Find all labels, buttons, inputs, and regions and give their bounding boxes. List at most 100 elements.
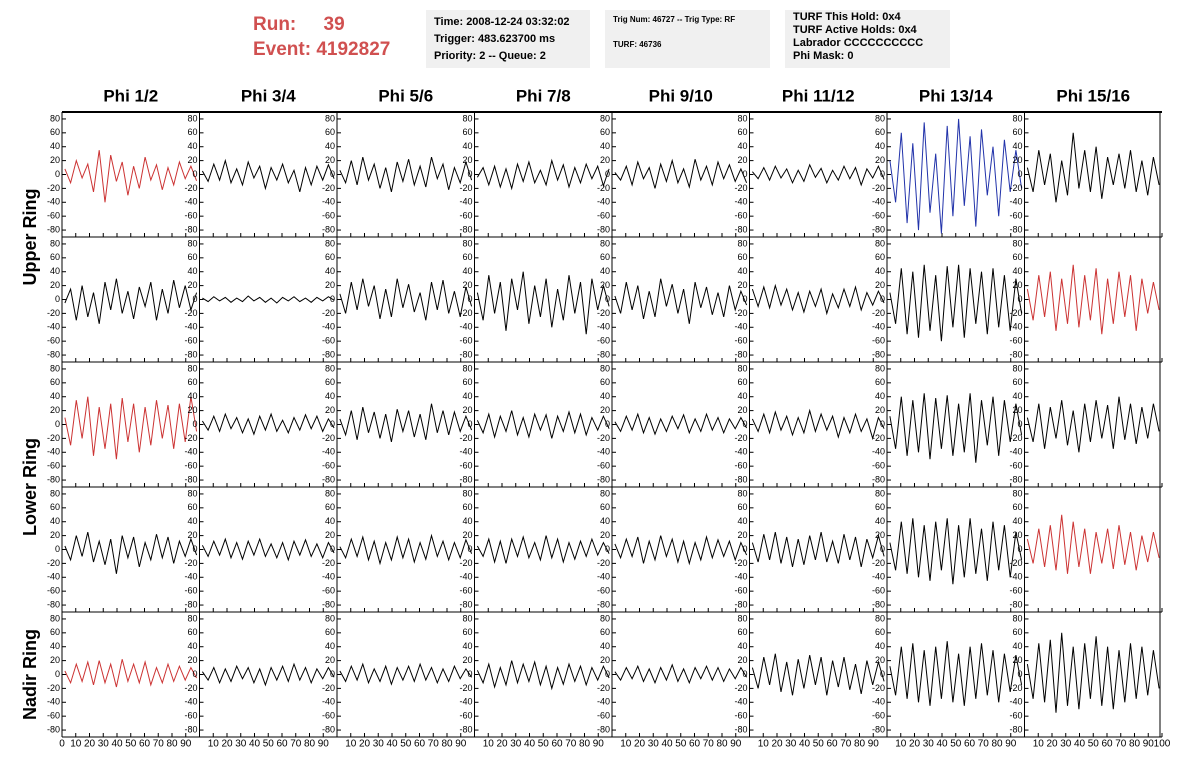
- x-tick-label: 20: [634, 739, 646, 750]
- y-tick-label: 0: [192, 169, 197, 179]
- y-tick-label: -80: [184, 349, 197, 359]
- y-tick-label: 0: [880, 169, 885, 179]
- y-tick-label: -40: [872, 322, 885, 332]
- y-tick-label: 20: [737, 655, 747, 665]
- y-tick-label: -60: [597, 586, 610, 596]
- y-tick-label: 0: [605, 544, 610, 554]
- y-tick-label: 40: [462, 516, 472, 526]
- y-tick-label: 20: [187, 405, 197, 415]
- y-tick-label: -20: [734, 558, 747, 568]
- y-tick-label: 60: [1012, 127, 1022, 137]
- y-tick-label: 60: [462, 377, 472, 387]
- x-tick-label: 50: [400, 739, 412, 750]
- column-title: Phi 9/10: [649, 86, 713, 105]
- y-tick-label: -60: [597, 211, 610, 221]
- y-tick-label: -40: [459, 322, 472, 332]
- y-tick-label: -20: [184, 183, 197, 193]
- x-tick-label: 70: [565, 739, 577, 750]
- y-tick-label: -80: [734, 224, 747, 234]
- y-tick-label: -60: [184, 336, 197, 346]
- y-tick-label: -80: [734, 724, 747, 734]
- waveform: [889, 118, 1023, 234]
- y-tick-label: -80: [47, 599, 60, 609]
- y-tick-label: -60: [597, 711, 610, 721]
- y-tick-label: -80: [322, 349, 335, 359]
- y-tick-label: -60: [184, 461, 197, 471]
- y-tick-label: -20: [322, 683, 335, 693]
- x-tick-label: 30: [373, 739, 385, 750]
- y-tick-label: 20: [187, 530, 197, 540]
- y-tick-label: 40: [50, 641, 60, 651]
- x-tick-label: 20: [221, 739, 233, 750]
- y-tick-label: 0: [55, 169, 60, 179]
- y-tick-label: 40: [600, 391, 610, 401]
- x-tick-label: 80: [441, 739, 453, 750]
- waveform: [202, 295, 335, 304]
- x-tick-label: 50: [813, 739, 825, 750]
- y-tick-label: 0: [605, 169, 610, 179]
- y-tick-label: -80: [1009, 599, 1022, 609]
- waveform: [201, 412, 335, 436]
- y-tick-label: 20: [875, 405, 885, 415]
- y-tick-label: -40: [184, 322, 197, 332]
- y-tick-label: 0: [1017, 419, 1022, 429]
- y-tick-label: -80: [322, 599, 335, 609]
- y-tick-label: 20: [737, 155, 747, 165]
- y-tick-label: -60: [47, 336, 60, 346]
- y-tick-label: 60: [875, 252, 885, 262]
- x-tick-label: 30: [235, 739, 247, 750]
- waveform: [201, 662, 335, 687]
- y-tick-label: -40: [184, 697, 197, 707]
- run-label-text: Run:: [253, 14, 297, 35]
- y-tick-label: -20: [47, 308, 60, 318]
- y-tick-label: 0: [330, 294, 335, 304]
- y-tick-label: 40: [875, 141, 885, 151]
- x-tick-label: 80: [166, 739, 178, 750]
- y-tick-label: 40: [1012, 641, 1022, 651]
- y-tick-label: 20: [737, 280, 747, 290]
- x-tick-label: 90: [593, 739, 605, 750]
- y-tick-label: -80: [872, 599, 885, 609]
- y-tick-label: 60: [737, 252, 747, 262]
- y-tick-label: 20: [187, 655, 197, 665]
- y-tick-label: 80: [50, 113, 60, 123]
- waveform: [64, 278, 198, 324]
- y-tick-label: -80: [459, 474, 472, 484]
- y-tick-label: 40: [1012, 391, 1022, 401]
- y-tick-label: -20: [459, 683, 472, 693]
- y-tick-label: -60: [734, 336, 747, 346]
- y-tick-label: 20: [1012, 530, 1022, 540]
- x-tick-label: 90: [730, 739, 742, 750]
- waveform: [476, 410, 610, 439]
- y-tick-label: 60: [875, 502, 885, 512]
- x-tick-label: 10: [1033, 739, 1045, 750]
- info-box: Trig Num: 46727 -- Trig Type: RF TURF: 4…: [605, 10, 770, 68]
- y-tick-label: 60: [187, 127, 197, 137]
- x-tick-label: 80: [716, 739, 728, 750]
- waveform: [64, 531, 198, 574]
- y-tick-label: -20: [322, 433, 335, 443]
- y-tick-label: 80: [325, 613, 335, 623]
- x-tick-label: 60: [276, 739, 288, 750]
- y-tick-label: 40: [737, 141, 747, 151]
- y-tick-label: 20: [1012, 155, 1022, 165]
- info-line: Labrador CCCCCCCCCC: [793, 37, 924, 49]
- y-tick-label: -40: [872, 447, 885, 457]
- y-tick-label: -80: [597, 349, 610, 359]
- y-tick-label: 40: [325, 266, 335, 276]
- column-title: Phi 7/8: [516, 86, 571, 105]
- y-tick-label: 0: [467, 419, 472, 429]
- y-tick-label: -40: [322, 697, 335, 707]
- y-tick-label: -40: [1009, 197, 1022, 207]
- y-tick-label: 20: [1012, 405, 1022, 415]
- y-tick-label: 20: [462, 530, 472, 540]
- y-tick-label: -60: [322, 461, 335, 471]
- y-tick-label: 40: [325, 641, 335, 651]
- x-tick-label: 70: [978, 739, 990, 750]
- y-tick-label: -20: [597, 183, 610, 193]
- y-tick-label: -20: [459, 308, 472, 318]
- y-tick-label: -40: [184, 447, 197, 457]
- y-tick-label: -40: [597, 572, 610, 582]
- y-tick-label: 0: [742, 669, 747, 679]
